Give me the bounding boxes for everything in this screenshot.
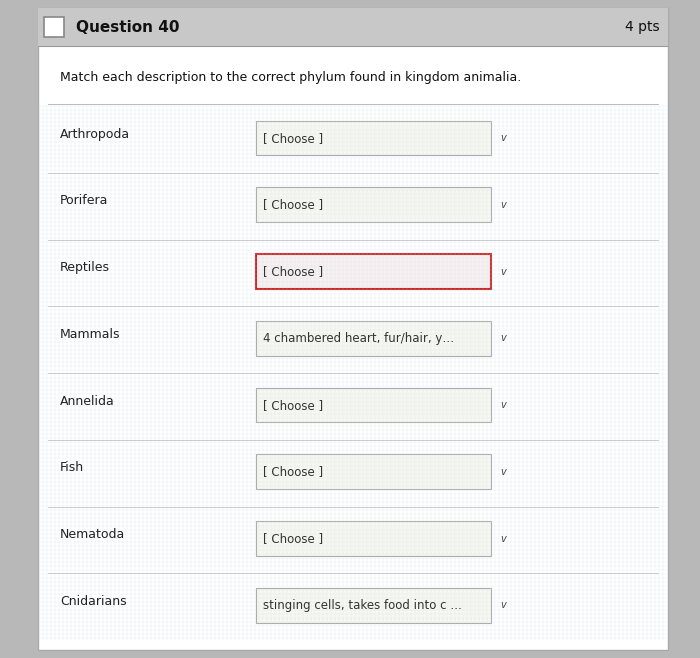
FancyBboxPatch shape <box>38 8 668 650</box>
Text: v: v <box>500 400 506 410</box>
Text: Reptiles: Reptiles <box>60 261 110 274</box>
FancyBboxPatch shape <box>44 17 64 37</box>
Text: stinging cells, takes food into c …: stinging cells, takes food into c … <box>263 599 462 612</box>
Text: Cnidarians: Cnidarians <box>60 595 127 608</box>
Text: v: v <box>500 600 506 610</box>
Text: Annelida: Annelida <box>60 395 115 407</box>
Text: Match each description to the correct phylum found in kingdom animalia.: Match each description to the correct ph… <box>60 72 522 84</box>
FancyBboxPatch shape <box>256 188 491 222</box>
FancyBboxPatch shape <box>256 455 491 489</box>
Text: Arthropoda: Arthropoda <box>60 128 130 141</box>
Text: v: v <box>500 334 506 343</box>
Text: 4 pts: 4 pts <box>625 20 660 34</box>
FancyBboxPatch shape <box>256 120 491 155</box>
Text: v: v <box>500 133 506 143</box>
Text: v: v <box>500 200 506 210</box>
Text: Nematoda: Nematoda <box>60 528 125 541</box>
FancyBboxPatch shape <box>256 321 491 355</box>
FancyBboxPatch shape <box>256 254 491 289</box>
FancyBboxPatch shape <box>256 521 491 556</box>
FancyBboxPatch shape <box>256 388 491 422</box>
FancyBboxPatch shape <box>256 588 491 622</box>
Text: [ Choose ]: [ Choose ] <box>263 265 323 278</box>
Text: v: v <box>500 266 506 276</box>
Text: v: v <box>500 467 506 477</box>
Text: v: v <box>500 534 506 544</box>
Text: Mammals: Mammals <box>60 328 120 341</box>
Text: [ Choose ]: [ Choose ] <box>263 198 323 211</box>
Text: [ Choose ]: [ Choose ] <box>263 532 323 545</box>
Text: [ Choose ]: [ Choose ] <box>263 465 323 478</box>
Text: Question 40: Question 40 <box>76 20 179 34</box>
Text: Porifera: Porifera <box>60 194 108 207</box>
Text: 4 chambered heart, fur/hair, y…: 4 chambered heart, fur/hair, y… <box>263 332 458 345</box>
FancyBboxPatch shape <box>38 8 668 46</box>
Text: Fish: Fish <box>60 461 84 474</box>
Text: [ Choose ]: [ Choose ] <box>263 399 323 411</box>
Text: [ Choose ]: [ Choose ] <box>263 132 323 145</box>
